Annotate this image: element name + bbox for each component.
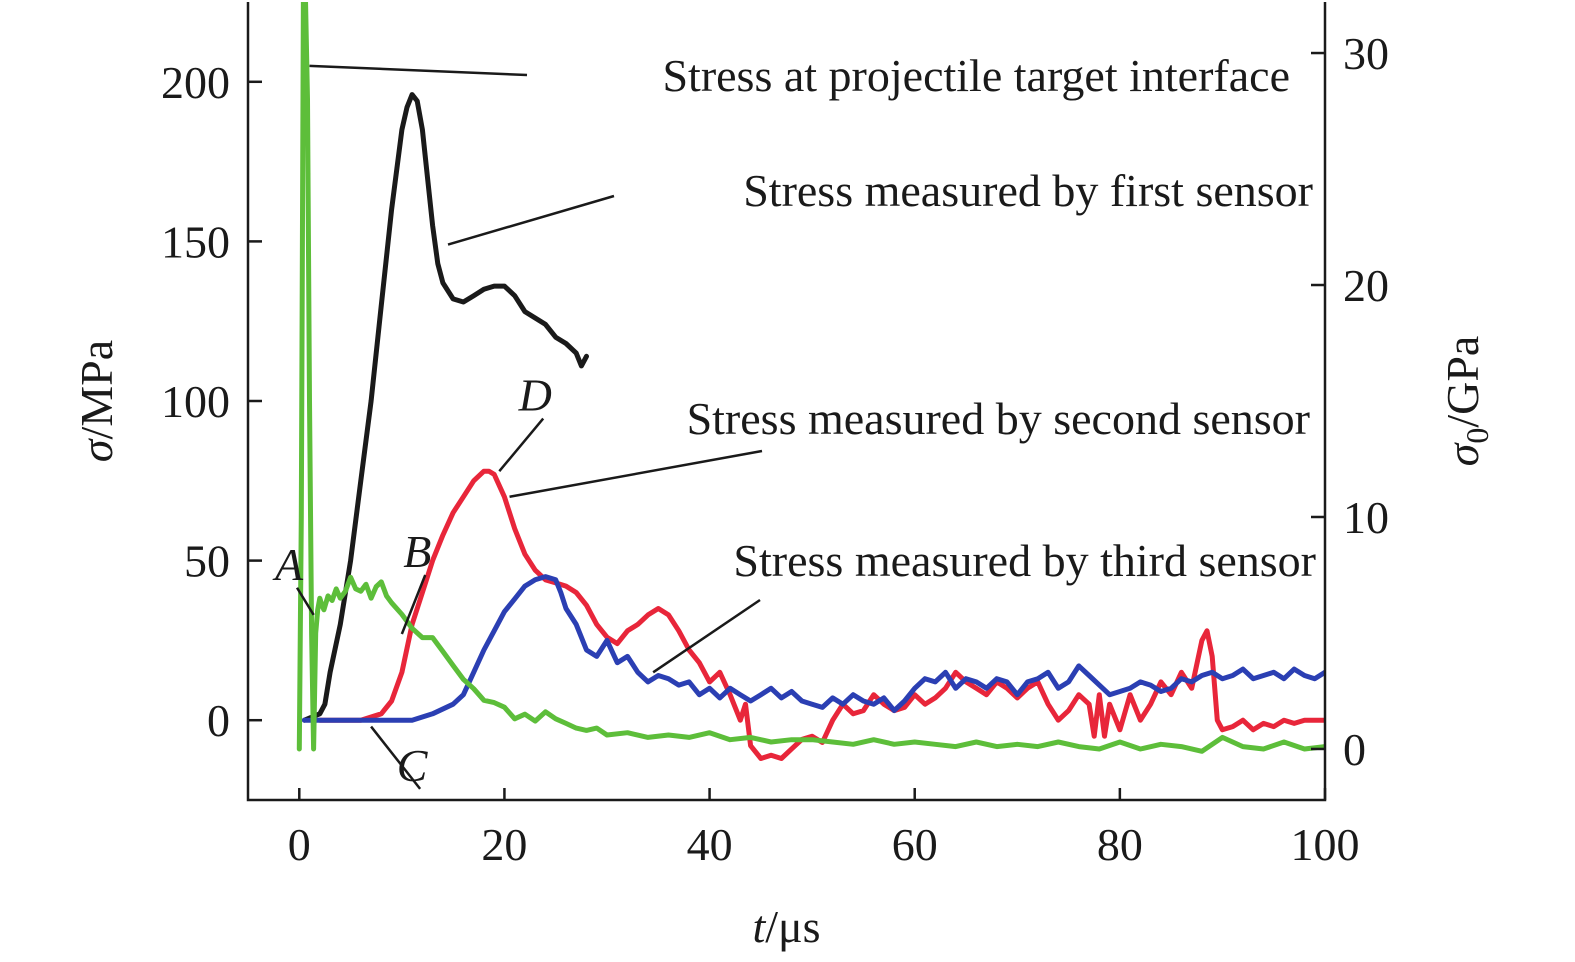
series-line-interface xyxy=(296,2,1325,754)
ticks: 0 20 40 60 80 100 0 50 100 150 200 0 10 20 30 xyxy=(161,28,1389,870)
series-layer xyxy=(296,2,1325,761)
series-line-first-sensor xyxy=(301,92,589,723)
leader-lines xyxy=(295,64,763,790)
leader-line xyxy=(509,449,763,498)
series-group xyxy=(296,2,1325,761)
point-leader xyxy=(400,574,427,635)
x-axis-unit: /μs xyxy=(765,901,820,952)
y2-axis-var: σ xyxy=(1437,441,1488,466)
y-tick-label: 100 xyxy=(161,376,230,427)
x-tick-label: 20 xyxy=(481,819,527,870)
y-tick-label: 50 xyxy=(184,536,230,587)
point-leader xyxy=(498,417,545,473)
labels: Stress at projectile target interface Str… xyxy=(272,50,1316,791)
leader-line xyxy=(447,194,615,246)
annotation-third-sensor: Stress measured by third sensor xyxy=(733,535,1316,586)
y2-tick-label: 0 xyxy=(1343,724,1366,775)
leader-line xyxy=(652,598,761,674)
annotation-first-sensor: Stress measured by first sensor xyxy=(743,165,1313,216)
y2-tick-label: 20 xyxy=(1343,260,1389,311)
annotation-second-sensor: Stress measured by second sensor xyxy=(687,393,1310,444)
y-axis-var: σ xyxy=(71,437,122,462)
y-axis-unit: /MPa xyxy=(71,340,122,440)
x-axis-var: t xyxy=(752,901,766,952)
y-axis-label: σ/MPa xyxy=(71,340,122,462)
point-leader xyxy=(370,725,422,790)
annotation-interface: Stress at projectile target interface xyxy=(662,50,1290,101)
point-leader xyxy=(295,587,315,616)
x-axis-label: t/μs xyxy=(752,901,820,952)
series-line-third-sensor xyxy=(301,574,1325,723)
leader-line xyxy=(309,64,528,77)
y2-axis-unit: /GPa xyxy=(1437,336,1488,428)
point-label-b: B xyxy=(403,526,431,577)
y2-axis-label: σ0/GPa xyxy=(1437,336,1495,467)
x-tick-label: 40 xyxy=(687,819,733,870)
y2-tick-label: 10 xyxy=(1343,492,1389,543)
y-tick-label: 0 xyxy=(207,695,230,746)
point-label-a: A xyxy=(272,539,304,590)
series-line-second-sensor xyxy=(317,468,1325,761)
x-tick-label: 80 xyxy=(1097,819,1143,870)
x-tick-label: 100 xyxy=(1291,819,1360,870)
y2-axis-sub: 0 xyxy=(1459,428,1495,444)
x-tick-label: 0 xyxy=(288,819,311,870)
y-tick-label: 150 xyxy=(161,216,230,267)
point-label-d: D xyxy=(518,370,552,421)
point-label-c: C xyxy=(397,740,429,791)
x-tick-label: 60 xyxy=(892,819,938,870)
y2-tick-label: 30 xyxy=(1343,28,1389,79)
y-tick-label: 200 xyxy=(161,57,230,108)
